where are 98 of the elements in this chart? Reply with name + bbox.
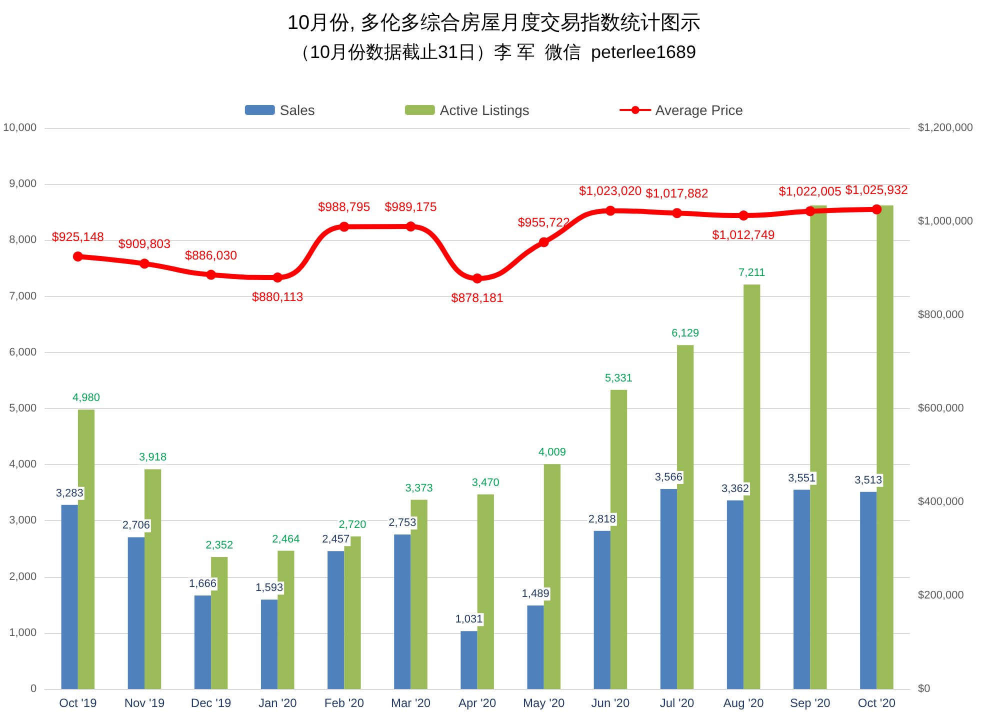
y-tick-label: 7,000 [9, 290, 37, 302]
data-label: $886,030 [184, 248, 238, 262]
data-label: 3,373 [405, 482, 433, 494]
point [605, 206, 616, 216]
data-label: $1,023,020 [579, 184, 642, 198]
y2-tick-label: $200,000 [918, 590, 964, 602]
y-tick-label: 3,000 [9, 514, 37, 527]
data-label: 2,457 [322, 534, 350, 546]
x-tick-label: Aug '20 [723, 696, 764, 710]
data-label: $1,012,749 [712, 228, 775, 242]
legend-label: Average Price [655, 102, 744, 118]
y-tick-label: 1,000 [9, 626, 37, 639]
bar [260, 600, 278, 689]
point [206, 270, 216, 280]
y-tick-label: 0 [30, 683, 37, 695]
data-label: 1,031 [455, 614, 483, 626]
y-tick-label: 8,000 [9, 234, 37, 246]
point [805, 206, 816, 216]
data-label: $1,017,882 [646, 186, 708, 201]
bar [460, 631, 478, 689]
data-label: 2,818 [588, 513, 616, 526]
data-label: $989,175 [384, 200, 437, 214]
y-tick-label: 2,000 [9, 570, 37, 583]
data-label: 6,129 [672, 328, 700, 340]
x-tick-label: Oct '20 [858, 696, 896, 710]
data-label: 3,362 [722, 482, 750, 495]
y-tick-label: 10,000 [2, 122, 37, 134]
data-label: 5,331 [605, 372, 633, 384]
data-label: $1,025,932 [845, 182, 908, 197]
point [72, 251, 83, 262]
data-label: 2,706 [122, 520, 150, 532]
data-label: $925,148 [52, 230, 104, 244]
data-label: 7,211 [738, 266, 766, 279]
bar [128, 537, 144, 689]
legend-label: Active Listings [440, 102, 530, 118]
bar [794, 490, 810, 689]
data-label: $909,803 [118, 237, 171, 252]
y-tick-label: 4,000 [9, 458, 37, 471]
x-tick-label: May '20 [523, 696, 566, 710]
bar [594, 530, 610, 689]
y2-tick-label: $0 [918, 683, 930, 695]
data-label: 2,753 [388, 517, 416, 530]
bar [394, 534, 411, 689]
bar [860, 492, 877, 689]
data-label: $878,181 [451, 290, 504, 305]
x-tick-label: Dec '19 [190, 696, 232, 710]
y2-tick-label: $400,000 [918, 496, 964, 508]
y2-tick-label: $800,000 [918, 309, 964, 321]
point [538, 237, 549, 248]
bar [61, 504, 78, 689]
data-label: 2,464 [272, 533, 300, 546]
point [672, 208, 682, 218]
y2-tick-label: $600,000 [918, 402, 964, 414]
x-tick-label: Jan '20 [258, 696, 298, 710]
x-tick-label: Mar '20 [390, 696, 431, 710]
x-tick-label: Apr '20 [458, 696, 496, 710]
data-label: 4,980 [72, 392, 100, 404]
data-label: 3,918 [139, 452, 167, 464]
point [140, 258, 150, 269]
x-tick-label: Oct '19 [59, 696, 98, 710]
x-tick-label: Nov '19 [124, 696, 165, 710]
data-label: 2,352 [206, 540, 234, 552]
data-label: 2,720 [338, 518, 366, 531]
point [738, 210, 749, 221]
x-tick-label: Sep '20 [790, 696, 831, 710]
bar [726, 500, 744, 689]
y2-tick-label: $1,200,000 [918, 122, 974, 134]
point [339, 222, 350, 232]
point [406, 222, 416, 232]
data-label: 3,551 [788, 472, 816, 484]
data-label: 3,470 [472, 476, 500, 489]
point [272, 272, 283, 283]
data-label: 4,009 [538, 446, 566, 459]
data-label: 1,593 [256, 582, 284, 594]
point [872, 204, 882, 214]
bar [328, 551, 344, 689]
y-tick-label: 9,000 [9, 178, 37, 190]
data-label: $988,795 [318, 200, 370, 214]
bar [194, 596, 212, 689]
x-tick-label: Jun '20 [591, 696, 630, 710]
bar [527, 605, 544, 689]
bar [660, 488, 678, 689]
y-tick-label: 6,000 [9, 346, 37, 358]
chart-subtitle: （10月份数据截止31日）李 军 微信 peterlee1689 [292, 42, 696, 62]
chart-title: 10月份, 多伦多综合房屋月度交易指数统计图示 [287, 12, 701, 34]
data-label: 1,666 [188, 578, 217, 590]
x-tick-label: Feb '20 [324, 696, 364, 710]
y-tick-label: 5,000 [9, 402, 37, 414]
data-label: 1,489 [522, 588, 550, 600]
x-tick-label: Jul '20 [660, 696, 694, 710]
data-label: 3,566 [654, 471, 682, 484]
data-label: $1,022,005 [778, 184, 842, 199]
data-label: 3,513 [854, 474, 882, 486]
legend-label: Sales [280, 102, 315, 118]
y2-tick-label: $1,000,000 [918, 216, 974, 228]
data-label: 3,283 [56, 487, 84, 500]
point [472, 273, 482, 284]
data-label: $880,113 [252, 290, 304, 304]
